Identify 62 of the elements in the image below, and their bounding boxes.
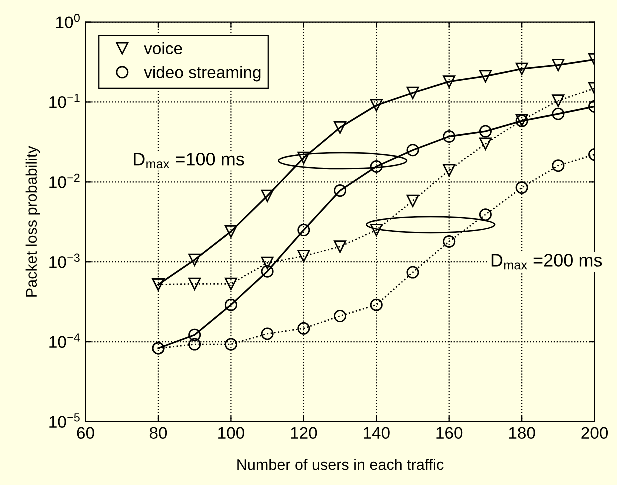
annotation: D$_{max}$ =200 ms (492, 254, 602, 270)
point (188, 338, 202, 351)
point (334, 310, 347, 323)
x-tick-label: 100 (218, 427, 244, 440)
y-axis-title: Packet loss probability (26, 146, 40, 297)
x-tick-label: 80 (150, 427, 168, 440)
point (406, 194, 420, 208)
point (188, 278, 202, 290)
point (334, 240, 347, 254)
y-tick-label: 10$^{−3}$ (50, 254, 80, 268)
x-tick-label: 160 (436, 427, 463, 440)
point (479, 208, 492, 222)
point (224, 225, 238, 238)
point (406, 266, 420, 279)
point (261, 265, 274, 278)
point (224, 278, 238, 290)
point (334, 121, 347, 134)
point (298, 224, 310, 237)
point (261, 190, 274, 202)
point (298, 250, 310, 263)
x-tick-label: 200 (582, 427, 608, 440)
x-tick-label: 140 (364, 427, 390, 440)
annotation: D$_{max}$ =100 ms (134, 153, 244, 169)
legend-label: voice (144, 42, 182, 55)
point (188, 328, 202, 342)
point (370, 160, 383, 173)
x-axis-title: Number of users in each traffic (238, 459, 444, 470)
point (552, 59, 565, 72)
point (516, 182, 528, 194)
y-tick-label: 10$^{−5}$ (50, 414, 80, 428)
point (261, 328, 274, 340)
point (406, 86, 420, 100)
x-tick-label: 180 (509, 427, 536, 440)
point (261, 256, 274, 270)
point (552, 94, 565, 108)
point (370, 99, 383, 112)
point (479, 125, 492, 138)
legend-label: video streaming (144, 66, 261, 82)
point (516, 62, 528, 76)
point (479, 70, 492, 83)
y-tick-label: 10$^{0}$ (56, 14, 80, 28)
point (406, 144, 420, 157)
point (224, 338, 238, 351)
point (443, 76, 456, 88)
y-tick-label: 10$^{−1}$ (50, 94, 80, 108)
point (298, 322, 310, 335)
point (224, 298, 238, 312)
y-tick-label: 10$^{−4}$ (50, 334, 80, 348)
point (443, 130, 456, 143)
x-tick-label: 60 (77, 427, 94, 440)
point (188, 254, 202, 266)
point (334, 184, 347, 198)
point (298, 152, 310, 164)
point (552, 108, 565, 120)
y-tick-label: 10$^{−2}$ (50, 174, 80, 188)
point (479, 138, 492, 150)
point (370, 298, 383, 312)
point (443, 164, 456, 177)
point (552, 160, 565, 172)
x-tick-label: 120 (291, 427, 318, 440)
point (370, 224, 383, 237)
point (443, 235, 456, 248)
